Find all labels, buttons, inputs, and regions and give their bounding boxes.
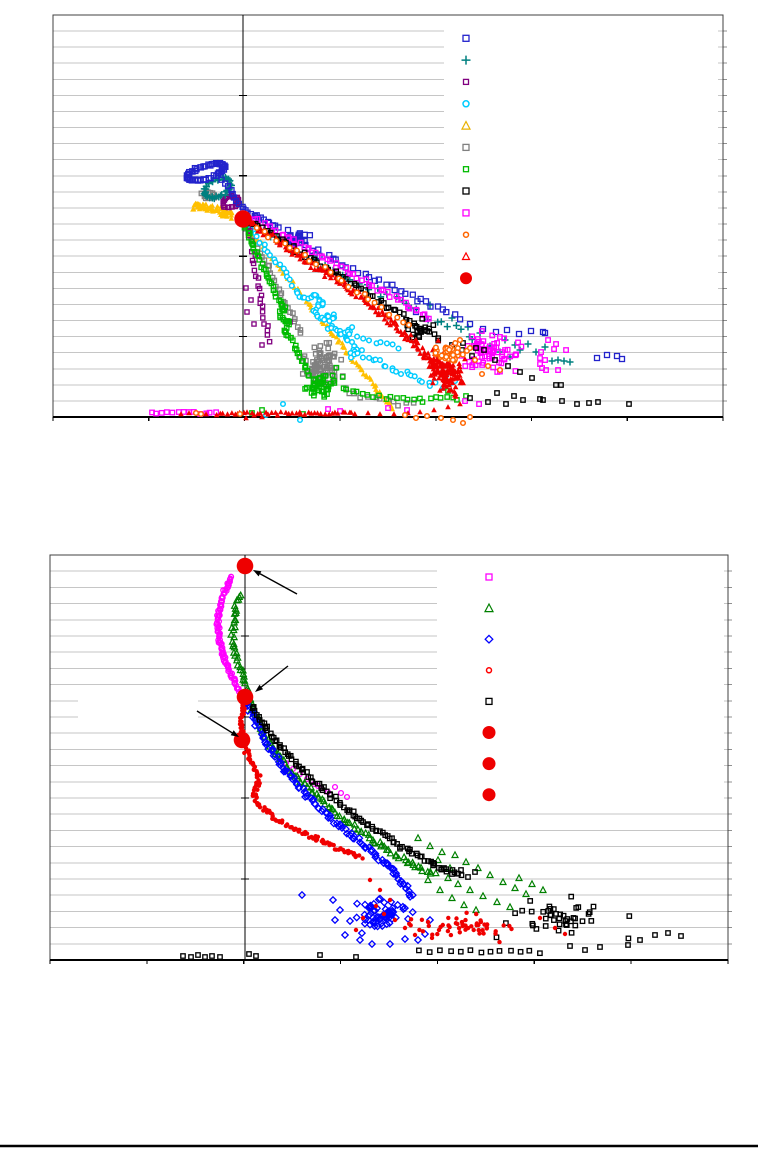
top-scatter-chart bbox=[52, 14, 727, 427]
top-scatter-chart-frame bbox=[52, 14, 724, 418]
bottom-scatter-chart-series-black-squares-2 bbox=[180, 704, 684, 960]
top-scatter-chart-right-ticks bbox=[723, 30, 727, 402]
bottom-scatter-chart-annotation-arrows bbox=[196, 570, 298, 737]
bottom-scatter-chart-right-ticks bbox=[728, 570, 732, 945]
bottom-scatter-chart-x-ticks bbox=[49, 960, 729, 964]
top-scatter-chart-series-orange-dots bbox=[192, 224, 504, 427]
top-scatter-chart-series-big-red-point bbox=[234, 210, 252, 228]
top-scatter-chart-x-ticks bbox=[52, 417, 724, 421]
bottom-scatter-chart-white-masks bbox=[78, 558, 724, 805]
top-scatter-chart-series-cyan-dots bbox=[242, 222, 459, 424]
bottom-scatter-chart-legend bbox=[482, 573, 496, 802]
top-scatter-chart-legend bbox=[460, 34, 472, 285]
top-scatter-chart-white-masks bbox=[444, 20, 718, 295]
bottom-scatter-chart-series-blue-diamonds bbox=[240, 698, 435, 949]
bottom-scatter-chart-series-big-red-points bbox=[233, 557, 254, 749]
bottom-scatter-chart-series-magenta-circles bbox=[213, 573, 351, 801]
bottom-scatter-chart bbox=[49, 554, 732, 964]
bottom-scatter-chart-frame bbox=[49, 554, 729, 961]
top-scatter-chart-series-green-squares bbox=[241, 219, 469, 417]
